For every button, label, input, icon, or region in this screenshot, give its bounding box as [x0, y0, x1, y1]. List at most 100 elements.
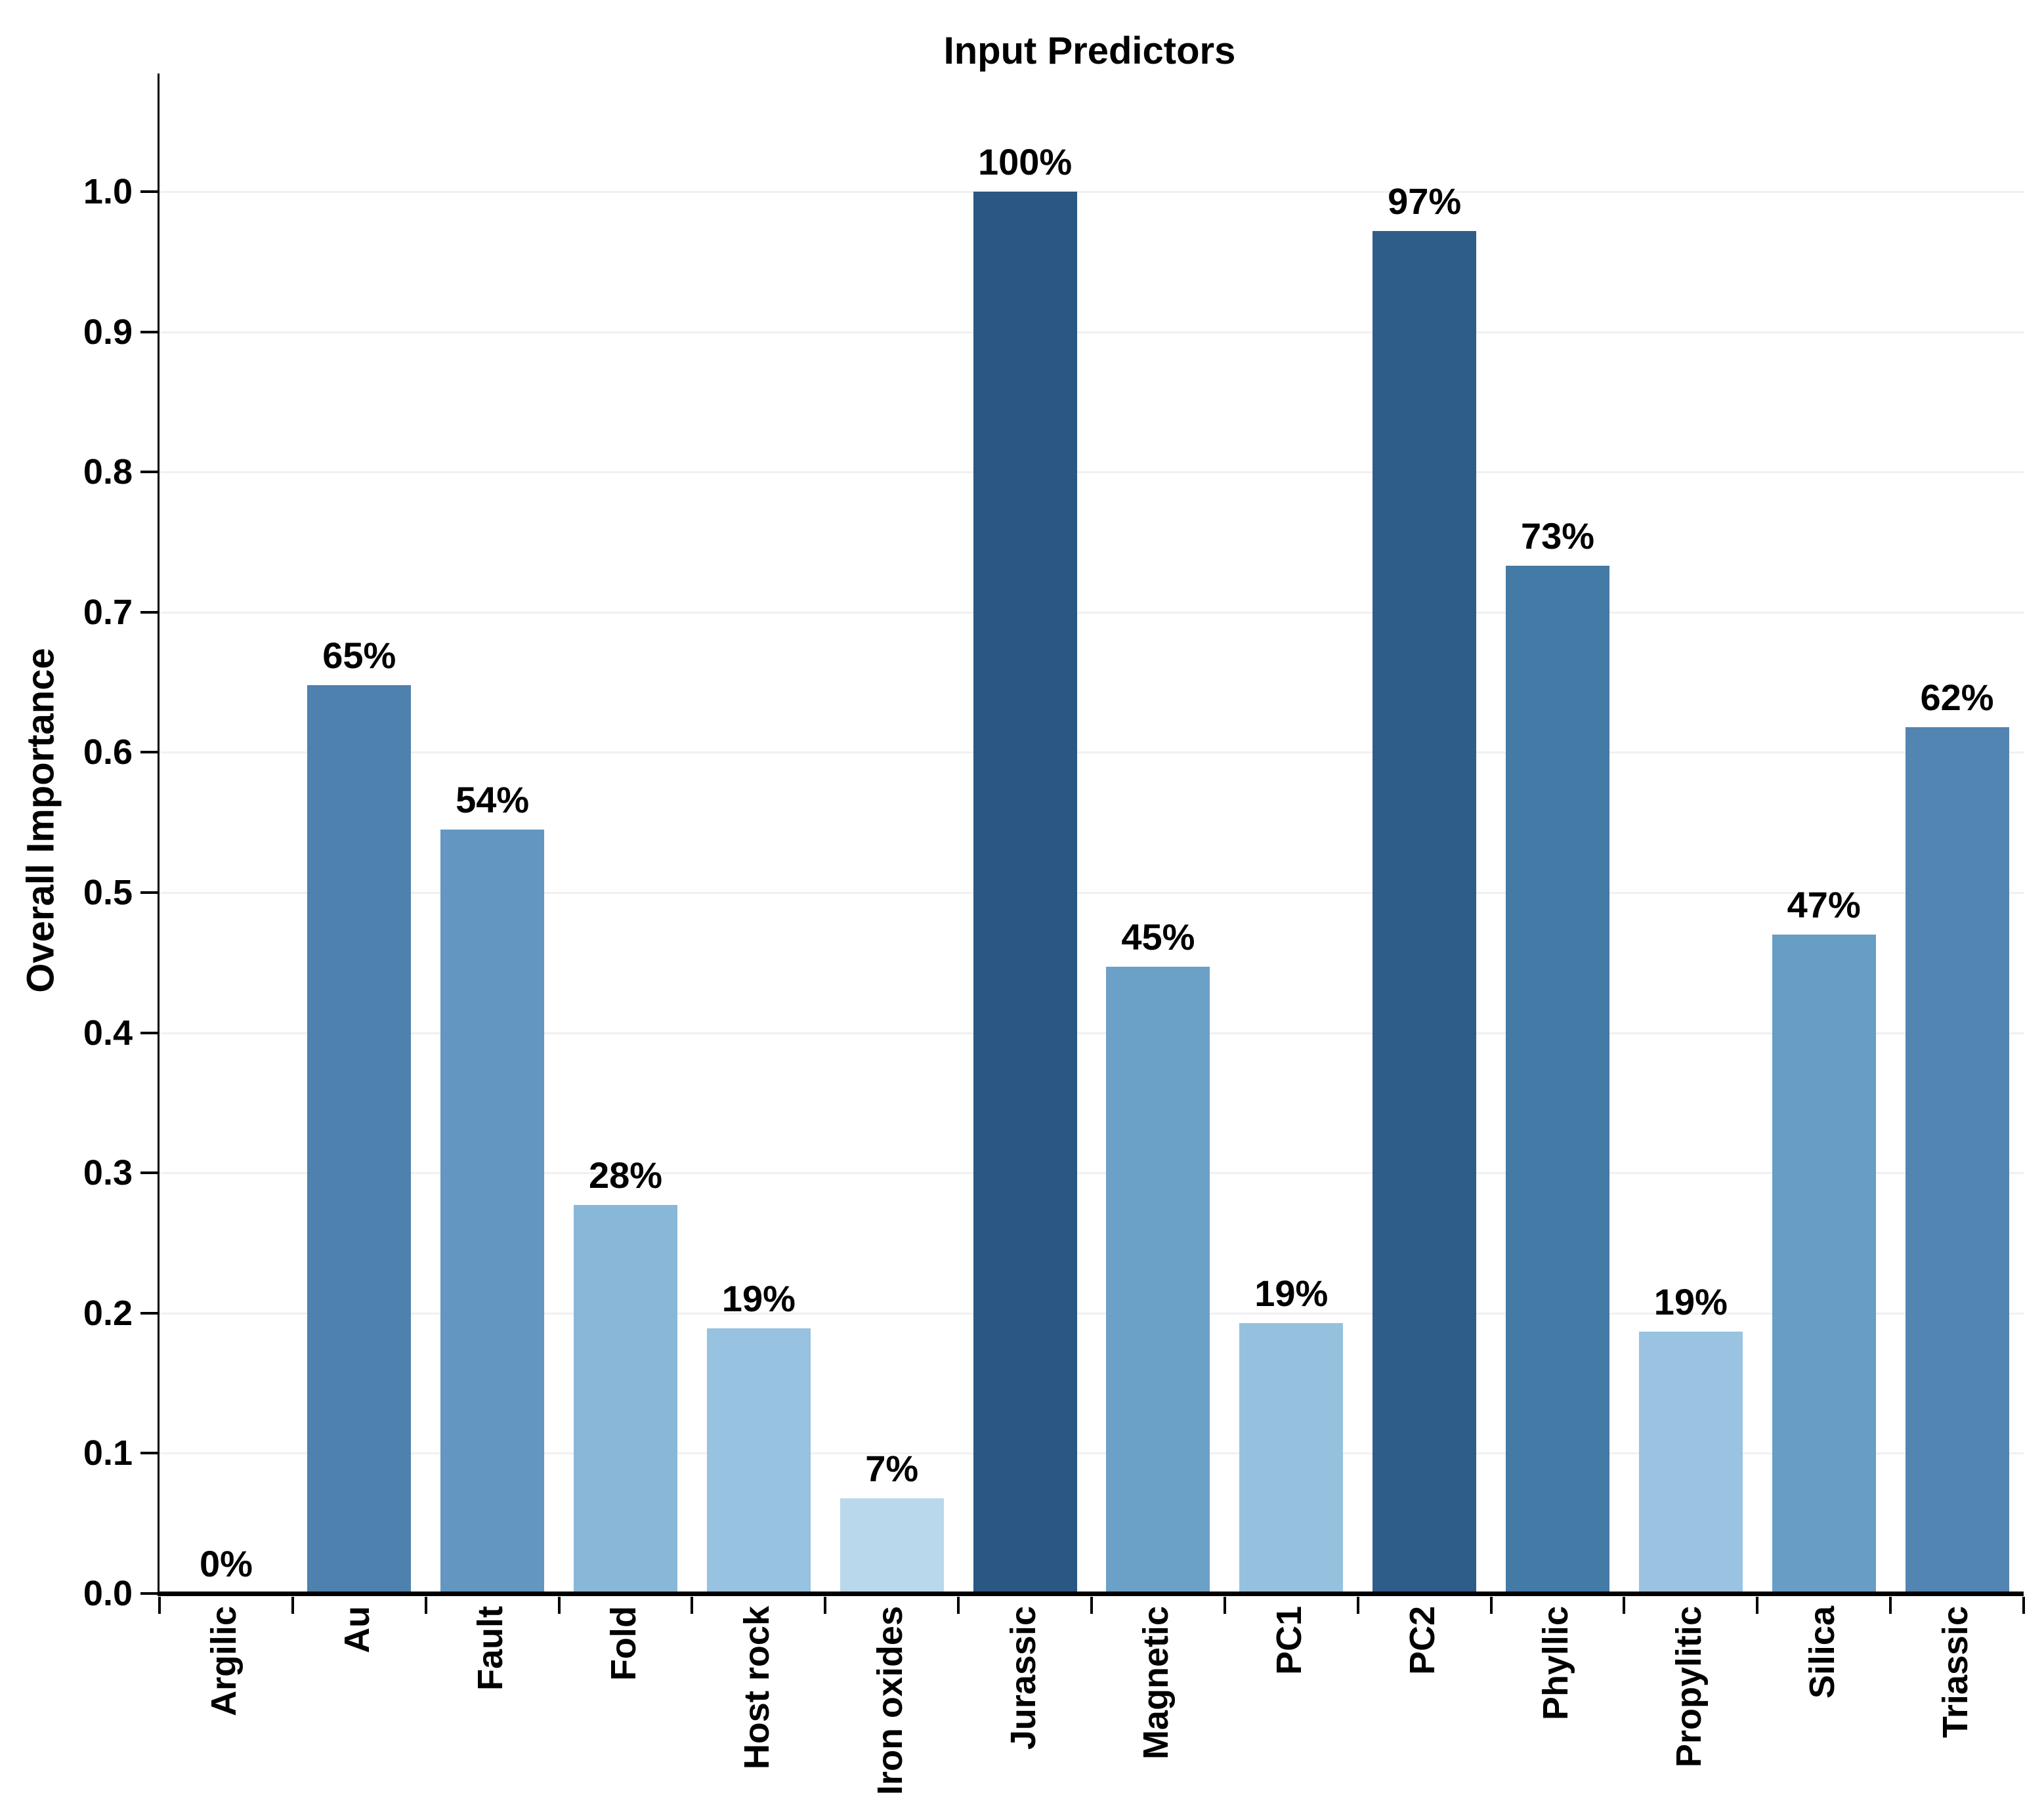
- chart-title: Input Predictors: [943, 30, 1236, 72]
- bar: [1905, 727, 2009, 1593]
- y-tick-mark: [140, 1171, 158, 1175]
- x-tick-label-text: PC2: [1403, 1606, 1443, 1676]
- y-tick-label: 1.0: [83, 172, 133, 211]
- gridline: [160, 1032, 2024, 1034]
- x-axis-line: [158, 1592, 2024, 1596]
- gridline: [160, 1312, 2024, 1315]
- bar-value-label: 28%: [588, 1154, 663, 1196]
- gridline: [160, 1172, 2024, 1175]
- y-tick-mark: [140, 751, 158, 754]
- bar: [1373, 231, 1477, 1593]
- x-tick-mark: [1223, 1597, 1226, 1614]
- bar-value-label: 73%: [1520, 515, 1595, 557]
- x-tick-label-text: Iron oxides: [870, 1606, 910, 1796]
- gridline: [160, 191, 2024, 193]
- x-tick-label: Jurassic: [997, 1606, 1050, 1750]
- bar-value-label: 7%: [865, 1448, 919, 1490]
- x-tick-mark: [824, 1597, 827, 1614]
- y-tick-mark: [140, 1592, 158, 1595]
- bar: [1638, 1332, 1743, 1593]
- x-tick-mark: [1756, 1597, 1759, 1614]
- plot-area: 0% 65% 54% 28% 19% 7% 100% 45% 19% 97% 73% 19% 47% 62…: [140, 74, 2025, 1614]
- y-tick-mark: [140, 471, 158, 474]
- bar-value-label: 97%: [1388, 180, 1462, 222]
- x-tick-label: Magnetic: [1130, 1606, 1182, 1760]
- x-tick-label-text: PC1: [1269, 1606, 1309, 1676]
- x-tick-mark: [2022, 1597, 2025, 1614]
- y-tick-mark: [140, 610, 158, 614]
- x-tick-label: Iron oxides: [864, 1606, 916, 1795]
- x-tick-label: Host rock: [731, 1606, 783, 1769]
- gridline: [160, 471, 2024, 474]
- bar: [1772, 935, 1876, 1593]
- bar: [440, 830, 545, 1593]
- x-tick-mark: [424, 1597, 427, 1614]
- bar-value-label: 62%: [1920, 677, 1994, 719]
- bar: [840, 1498, 944, 1593]
- x-tick-mark: [1489, 1597, 1493, 1614]
- x-tick-label-text: Argilic: [204, 1606, 244, 1717]
- gridline: [160, 331, 2024, 333]
- bar: [973, 192, 1077, 1593]
- gridline: [160, 1452, 2024, 1455]
- x-tick-mark: [1356, 1597, 1359, 1614]
- bar: [1106, 967, 1210, 1593]
- y-tick-label: 0.5: [83, 873, 133, 912]
- y-tick-label: 0.2: [83, 1293, 133, 1333]
- y-tick-label: 0.9: [83, 312, 133, 352]
- x-tick-label-text: Magnetic: [1136, 1606, 1176, 1760]
- y-tick-label: 0.1: [83, 1433, 133, 1473]
- y-tick-label: 0.0: [83, 1574, 133, 1613]
- x-tick-mark: [691, 1597, 694, 1614]
- x-tick-label-text: Triassic: [1935, 1606, 1975, 1739]
- y-tick-mark: [140, 190, 158, 193]
- x-tick-mark: [957, 1597, 960, 1614]
- x-tick-label-text: Au: [337, 1606, 377, 1653]
- y-tick-label: 0.4: [83, 1013, 133, 1053]
- gridline: [160, 751, 2024, 754]
- bar: [1239, 1323, 1344, 1593]
- bar-value-label: 0%: [199, 1543, 253, 1585]
- y-axis-title: Overall Importance: [19, 648, 62, 993]
- x-tick-label-text: Fault: [471, 1606, 511, 1691]
- y-tick-label: 0.3: [83, 1153, 133, 1193]
- x-tick-label-text: Jurassic: [1003, 1606, 1043, 1750]
- x-tick-label-text: Phyllic: [1536, 1606, 1575, 1721]
- bar: [307, 685, 412, 1593]
- bar-value-label: 47%: [1787, 884, 1861, 926]
- x-tick-mark: [1889, 1597, 1892, 1614]
- x-tick-label: Argilic: [198, 1606, 250, 1716]
- bar-value-label: 45%: [1121, 916, 1195, 958]
- x-tick-label: Fault: [464, 1606, 517, 1691]
- bar: [706, 1328, 811, 1593]
- bar-value-label: 19%: [1653, 1281, 1728, 1323]
- bar: [574, 1205, 677, 1593]
- y-tick-mark: [140, 1311, 158, 1315]
- x-tick-mark: [291, 1597, 294, 1614]
- y-tick-mark: [140, 330, 158, 333]
- x-tick-label: Propylitic: [1663, 1606, 1715, 1767]
- x-tick-label: PC2: [1396, 1606, 1449, 1675]
- bar: [1506, 566, 1609, 1593]
- y-tick-mark: [140, 1452, 158, 1455]
- x-tick-label: PC1: [1263, 1606, 1315, 1675]
- gridline: [160, 892, 2024, 894]
- x-tick-label: Phyllic: [1529, 1606, 1582, 1720]
- x-tick-label-text: Host rock: [736, 1606, 777, 1770]
- y-tick-mark: [140, 891, 158, 894]
- y-tick-mark: [140, 1031, 158, 1034]
- bar-value-label: 19%: [1254, 1273, 1329, 1315]
- x-tick-label: Fold: [597, 1606, 650, 1681]
- bar-value-label: 19%: [721, 1278, 796, 1320]
- x-tick-label-text: Fold: [604, 1606, 643, 1681]
- x-tick-mark: [1090, 1597, 1093, 1614]
- x-tick-label: Triassic: [1929, 1606, 1982, 1738]
- x-tick-mark: [557, 1597, 561, 1614]
- y-tick-label: 0.6: [83, 732, 133, 772]
- bar-value-label: 65%: [322, 635, 396, 677]
- bar-value-label: 54%: [456, 779, 530, 821]
- x-tick-label: Au: [331, 1606, 383, 1653]
- x-tick-mark: [1623, 1597, 1626, 1614]
- x-tick-label-text: Silica: [1802, 1606, 1842, 1699]
